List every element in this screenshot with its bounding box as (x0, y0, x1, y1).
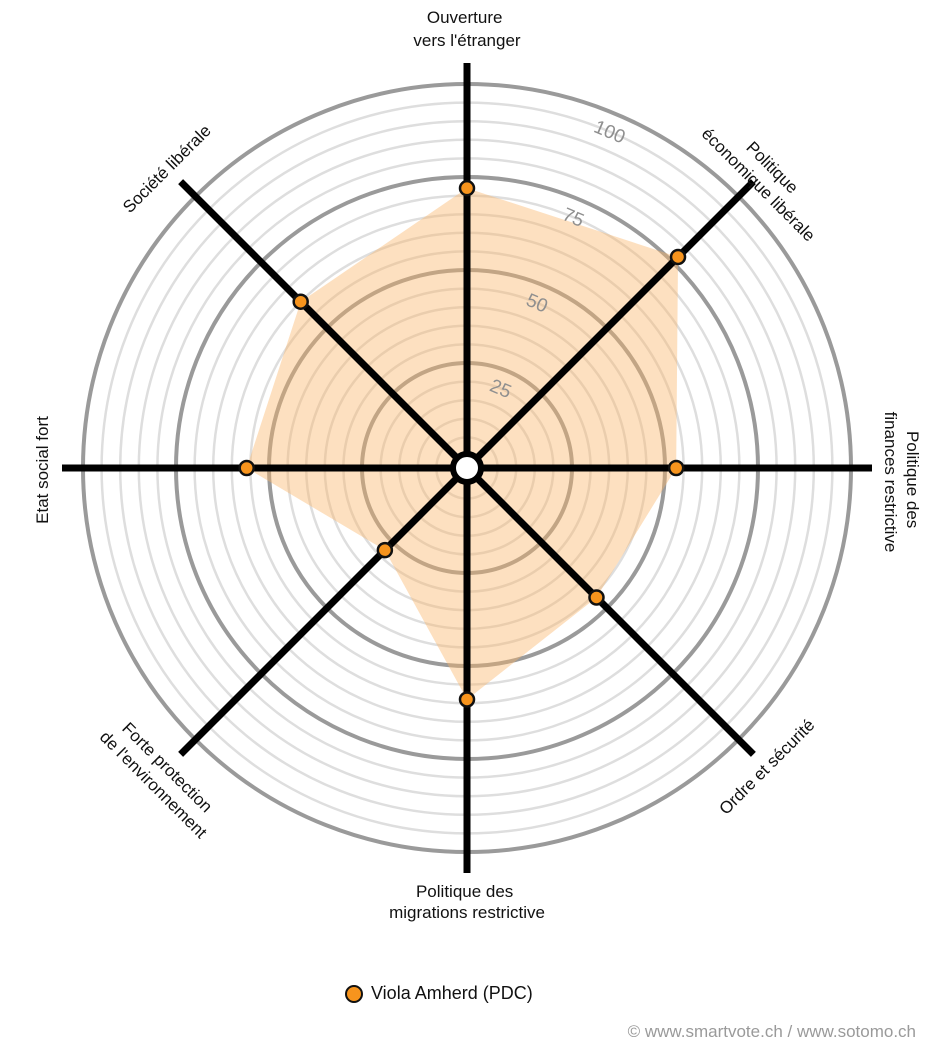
data-point (292, 293, 309, 310)
axis-line (178, 179, 470, 471)
legend: Viola Amherd (PDC) (345, 983, 533, 1004)
data-point (667, 459, 685, 477)
tick-label: 100 (591, 117, 628, 149)
center-hub (450, 451, 484, 485)
axis-label-4: Politique des migrations restrictive (389, 882, 545, 922)
data-point (376, 541, 394, 559)
data-point (458, 691, 476, 708)
data-point (669, 248, 687, 266)
data-point (458, 179, 476, 197)
axis-line (464, 179, 756, 471)
axis-line (464, 465, 756, 757)
legend-marker-icon (345, 984, 363, 1003)
axis-line (178, 465, 470, 757)
credit-text: © www.smartvote.ch / www.sotomo.ch (627, 1022, 916, 1041)
data-point (238, 459, 255, 477)
legend-label: Viola Amherd (PDC) (371, 983, 533, 1003)
axis-label-0: Ouverture vers l'étranger (413, 8, 521, 50)
data-point (588, 589, 605, 606)
axis-label-6: Etat social fort (33, 416, 52, 524)
axis-label-2: Politique des finances restrictive (881, 412, 922, 553)
